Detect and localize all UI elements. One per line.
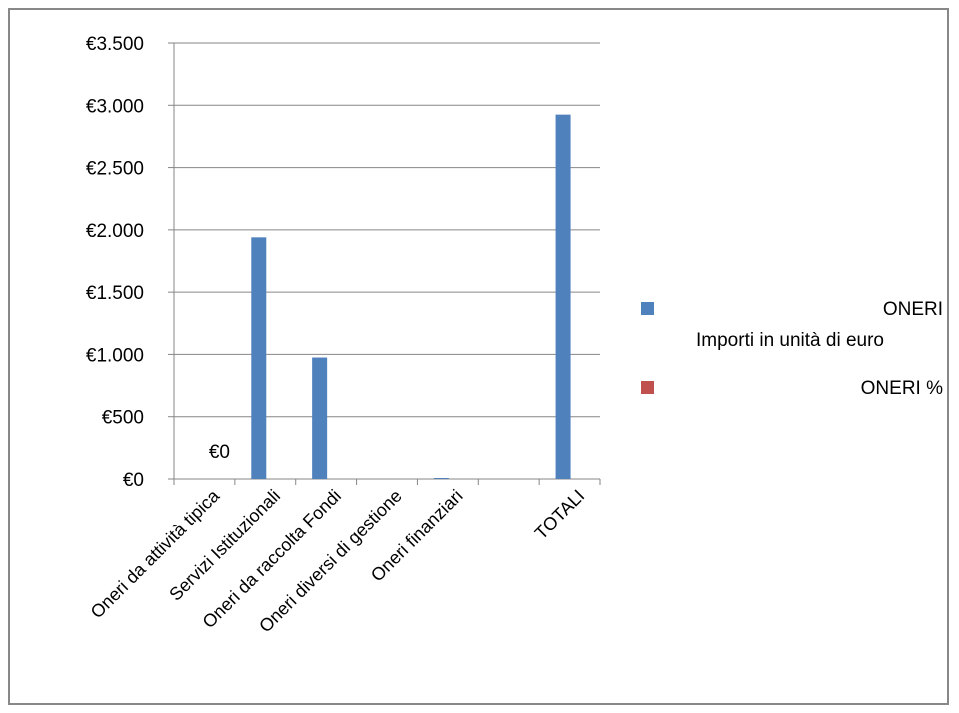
bar (312, 357, 328, 479)
bar (251, 237, 267, 479)
legend-label: ONERI (883, 299, 943, 320)
y-tick-label: €500 (102, 408, 144, 429)
y-tick-labels: €0 €500 €1.000 €1.500 €2.000 €2.500 €3.000 €3.5… (86, 34, 144, 491)
y-tick-label: €3.500 (86, 34, 144, 55)
y-tick-label: €0 (123, 470, 144, 491)
axes (168, 42, 601, 485)
legend: ONERI Importi in unità di euro ONERI % (641, 299, 943, 399)
x-tick-label: Servizi Istituzionali (165, 486, 284, 605)
x-tick-label: TOTALI (531, 486, 589, 544)
data-label: €0 (209, 442, 230, 463)
bar (555, 114, 571, 479)
y-tick-label: €2.000 (86, 221, 144, 242)
legend-label: Importi in unità di euro (696, 330, 884, 351)
chart-frame (8, 8, 949, 705)
bars (251, 114, 571, 479)
legend-swatch (641, 381, 654, 394)
y-tick-label: €1.000 (86, 345, 144, 366)
gridlines (174, 42, 600, 418)
y-tick-label: €1.500 (86, 283, 144, 304)
data-labels: €0 (209, 442, 230, 463)
legend-swatch (641, 302, 654, 315)
y-tick-label: €3.000 (86, 96, 144, 117)
legend-label: ONERI % (861, 378, 943, 399)
bar (433, 478, 449, 479)
y-tick-label: €2.500 (86, 159, 144, 180)
